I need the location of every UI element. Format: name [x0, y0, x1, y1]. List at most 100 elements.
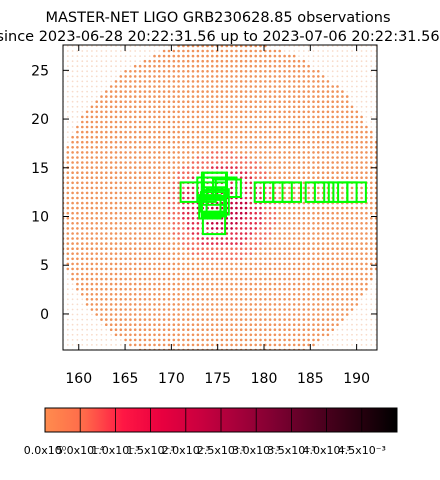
- probability-cell: [317, 333, 320, 337]
- probability-cell: [244, 151, 248, 154]
- probability-cell: [90, 206, 94, 210]
- probability-cell: [355, 227, 359, 230]
- probability-cell: [336, 232, 339, 235]
- probability-cell: [115, 344, 117, 346]
- probability-cell: [336, 140, 339, 144]
- probability-cell: [292, 115, 296, 119]
- probability-cell: [336, 308, 339, 311]
- probability-cell: [124, 262, 127, 266]
- probability-cell: [264, 343, 267, 347]
- probability-cell: [336, 313, 339, 316]
- probability-cell: [365, 293, 368, 296]
- probability-cell: [138, 181, 142, 185]
- probability-cell: [109, 262, 113, 266]
- probability-cell: [129, 227, 132, 230]
- probability-cell: [360, 105, 363, 108]
- probability-cell: [105, 115, 108, 119]
- probability-cell: [331, 232, 335, 235]
- probability-cell: [124, 267, 127, 271]
- probability-cell: [124, 338, 127, 342]
- probability-cell: [292, 328, 296, 332]
- probability-cell: [81, 151, 84, 154]
- probability-cell: [268, 64, 272, 68]
- probability-cell: [196, 49, 200, 53]
- probability-cell: [254, 333, 257, 337]
- probability-cell: [345, 293, 349, 296]
- probability-cell: [220, 333, 224, 337]
- probability-cell: [225, 45, 229, 48]
- probability-cell: [350, 287, 354, 291]
- probability-cell: [302, 70, 306, 73]
- probability-cell: [278, 298, 282, 301]
- probability-cell: [249, 287, 253, 291]
- probability-cell: [326, 135, 330, 139]
- probability-cell: [124, 232, 127, 235]
- probability-cell: [76, 121, 79, 123]
- probability-cell: [114, 146, 118, 149]
- probability-cell: [235, 211, 238, 215]
- probability-cell: [196, 100, 200, 103]
- probability-cell: [109, 146, 113, 149]
- probability-cell: [225, 110, 229, 114]
- probability-cell: [148, 313, 151, 316]
- probability-cell: [278, 110, 282, 114]
- probability-cell: [278, 333, 282, 337]
- probability-cell: [177, 80, 180, 83]
- probability-cell: [201, 343, 204, 347]
- probability-cell: [110, 80, 113, 83]
- probability-cell: [365, 252, 368, 255]
- probability-cell: [196, 90, 200, 93]
- probability-cell: [143, 151, 147, 154]
- probability-cell: [201, 282, 204, 286]
- probability-cell: [196, 166, 200, 169]
- probability-cell: [201, 85, 204, 88]
- probability-cell: [196, 308, 200, 311]
- probability-cell: [129, 181, 132, 185]
- probability-cell: [230, 80, 233, 83]
- probability-cell: [201, 64, 204, 68]
- probability-cell: [225, 217, 229, 220]
- probability-cell: [370, 191, 373, 195]
- probability-cell: [259, 196, 262, 200]
- probability-cell: [211, 313, 214, 316]
- probability-cell: [374, 257, 377, 261]
- probability-cell: [109, 217, 113, 220]
- probability-cell: [191, 282, 195, 286]
- probability-cell: [196, 45, 200, 48]
- probability-cell: [230, 125, 233, 129]
- probability-cell: [167, 64, 171, 68]
- probability-cell: [278, 277, 282, 281]
- probability-cell: [186, 59, 190, 63]
- probability-cell: [138, 176, 142, 179]
- probability-cell: [138, 120, 142, 124]
- probability-cell: [321, 80, 325, 83]
- probability-cell: [239, 166, 243, 169]
- probability-cell: [148, 293, 151, 296]
- probability-cell: [91, 50, 93, 52]
- probability-cell: [129, 211, 132, 215]
- probability-cell: [172, 252, 176, 255]
- probability-cell: [317, 318, 320, 321]
- probability-cell: [360, 156, 363, 159]
- probability-cell: [100, 282, 103, 286]
- probability-cell: [186, 313, 190, 316]
- probability-cell: [153, 100, 156, 103]
- probability-cell: [196, 277, 200, 281]
- probability-cell: [268, 110, 272, 114]
- probability-cell: [321, 171, 325, 174]
- probability-cell: [220, 282, 224, 286]
- probability-cell: [249, 75, 253, 78]
- probability-cell: [177, 120, 180, 124]
- probability-cell: [148, 323, 151, 327]
- colorbar-tick-label: 3.5x10⁻³: [267, 444, 315, 457]
- probability-cell: [81, 140, 84, 144]
- probability-cell: [100, 232, 103, 235]
- probability-cell: [100, 247, 103, 250]
- probability-cell: [355, 262, 359, 266]
- probability-cell: [307, 298, 310, 301]
- probability-cell: [71, 45, 74, 47]
- probability-cell: [109, 232, 113, 235]
- probability-cell: [124, 80, 127, 83]
- probability-cell: [297, 272, 301, 276]
- probability-cell: [211, 115, 214, 119]
